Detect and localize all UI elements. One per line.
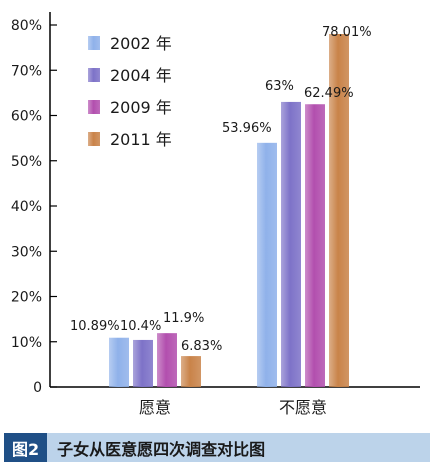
data-label: 78.01%	[322, 25, 372, 40]
x-category-label: 不愿意	[279, 398, 327, 417]
bar	[281, 101, 301, 388]
legend-swatch	[88, 100, 100, 114]
bar	[329, 34, 349, 387]
data-label: 53.96%	[222, 121, 272, 136]
y-tick-label: 0	[33, 380, 42, 396]
bar	[157, 333, 177, 387]
y-tick-label: 70%	[11, 63, 42, 79]
legend-swatch	[88, 36, 100, 50]
data-label: 11.9%	[163, 311, 204, 326]
legend-label: 2011 年	[110, 130, 172, 149]
y-tick-label: 40%	[11, 199, 42, 215]
data-label: 10.4%	[120, 319, 161, 334]
y-tick-label: 20%	[11, 290, 42, 306]
legend-label: 2009 年	[110, 98, 172, 117]
bar	[257, 142, 277, 387]
x-category-label: 愿意	[139, 398, 171, 417]
chart-svg: 0 10% 20% 30% 40% 50% 60% 70% 80% 愿意 不愿意 10.89% 10.4…	[11, 12, 420, 417]
legend-swatch	[88, 68, 100, 82]
bar	[181, 356, 201, 387]
y-tick-label: 80%	[11, 18, 42, 34]
legend-label: 2004 年	[110, 66, 172, 85]
figure-title: 子女从医意愿四次调查对比图	[57, 439, 266, 459]
data-label: 63%	[265, 79, 294, 94]
legend-swatch	[88, 132, 100, 146]
figure-caption: 图2 子女从医意愿四次调查对比图	[4, 433, 430, 462]
figure-number-badge: 图2	[4, 433, 48, 462]
bar	[133, 339, 153, 387]
data-label: 62.49%	[304, 86, 354, 101]
legend-label: 2002 年	[110, 34, 172, 53]
y-tick-label: 60%	[11, 109, 42, 125]
y-tick-label: 50%	[11, 154, 42, 170]
bar	[305, 104, 325, 387]
data-label: 10.89%	[70, 319, 120, 334]
data-label: 6.83%	[181, 339, 222, 354]
bar	[109, 337, 129, 387]
y-tick-label: 30%	[11, 244, 42, 260]
bar-chart: 0 10% 20% 30% 40% 50% 60% 70% 80% 愿意 不愿意 10.89% 10.4…	[11, 12, 420, 417]
y-tick-label: 10%	[11, 335, 42, 351]
